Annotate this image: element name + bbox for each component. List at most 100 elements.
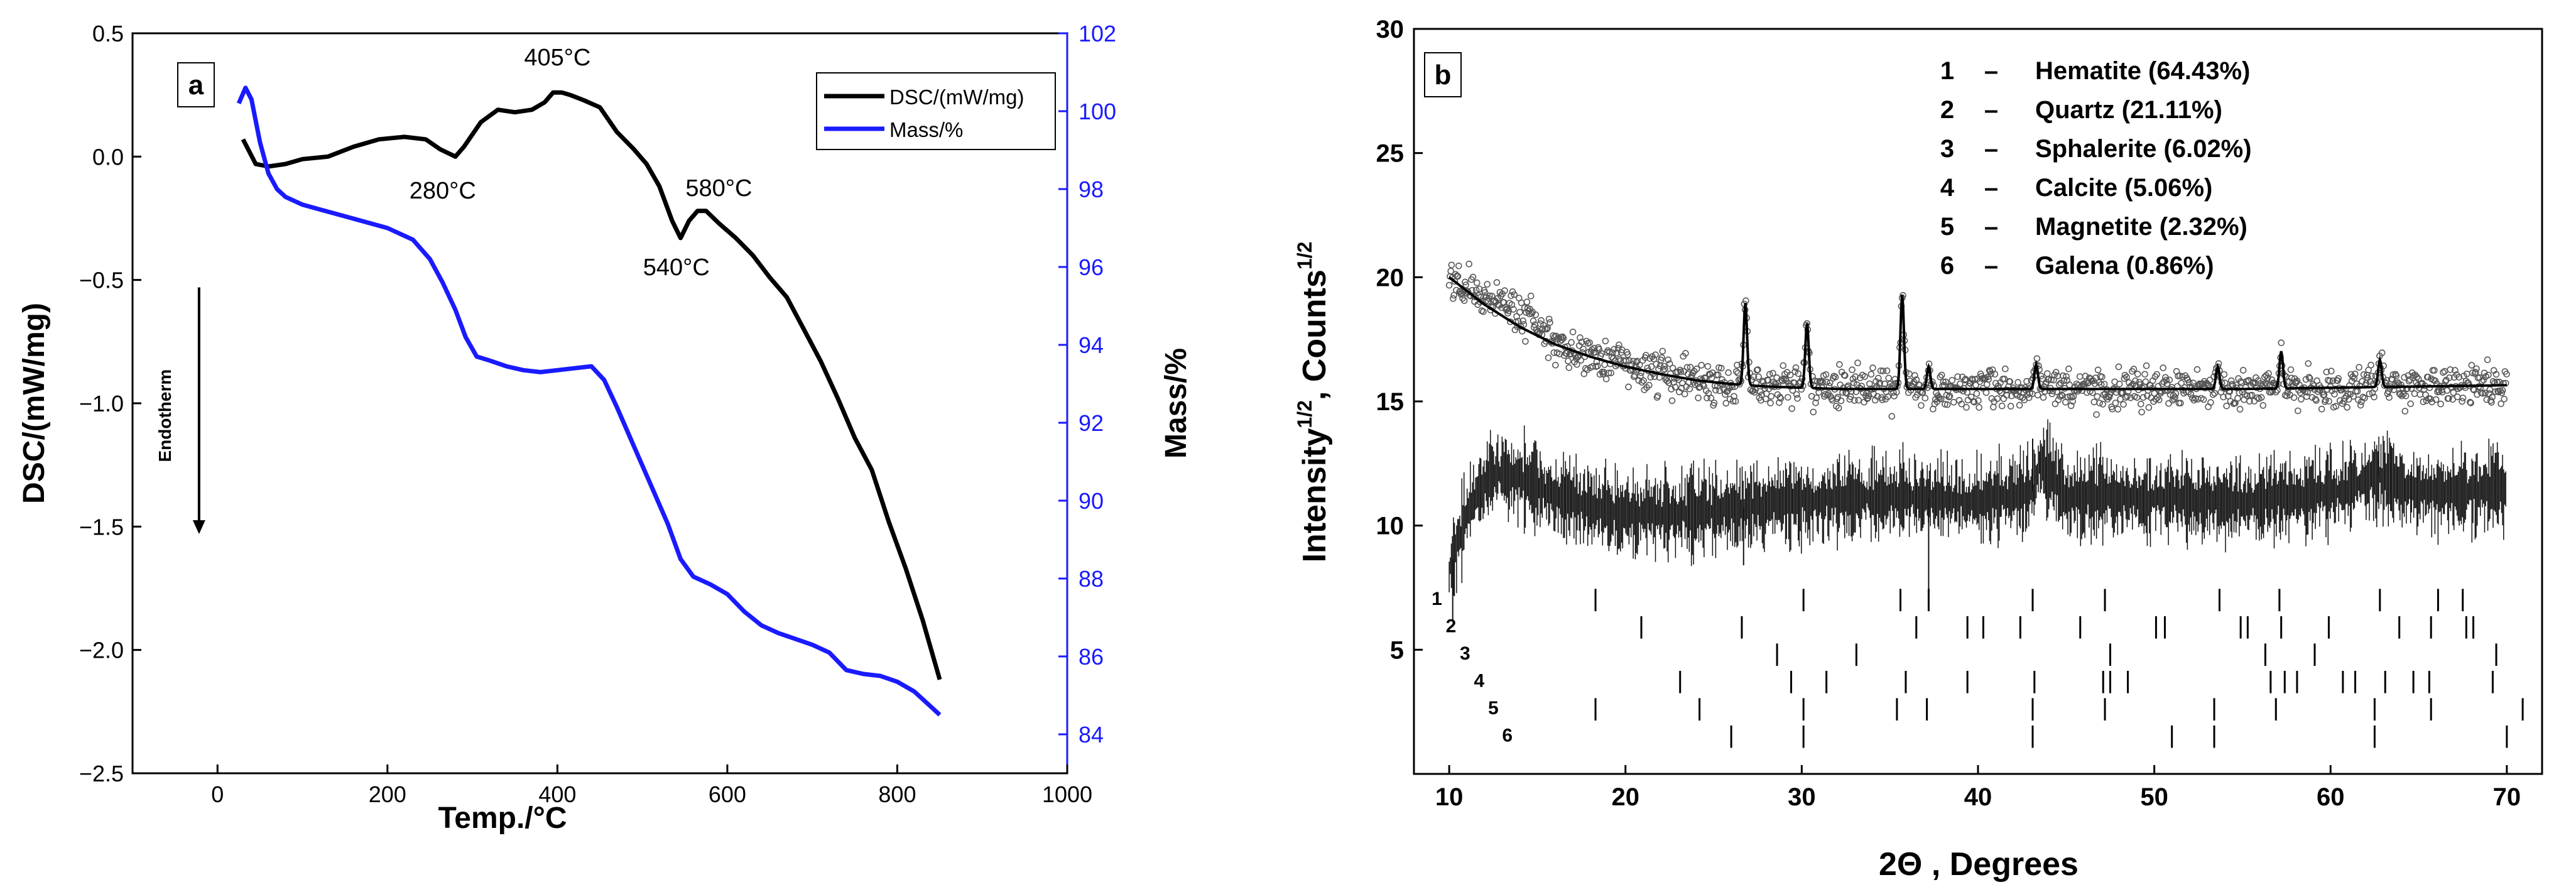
xrd-observed-point — [1742, 297, 1749, 305]
xrd-observed-point — [2389, 376, 2396, 383]
xrd-observed-point — [1810, 408, 1817, 416]
xrd-observed-point — [2014, 379, 2021, 386]
xrd-observed-point — [2329, 377, 2337, 384]
xrd-observed-point — [2033, 355, 2041, 362]
xrd-observed-point — [2187, 391, 2195, 398]
xrd-observed-point — [1504, 305, 1511, 313]
xrd-observed-point — [1907, 386, 1915, 394]
xrd-observed-point — [1589, 362, 1596, 370]
xrd-observed-point — [1671, 383, 1679, 391]
panel-a-label-box — [177, 62, 215, 107]
xrd-observed-point — [1725, 369, 1732, 376]
xrd-observed-point — [1490, 298, 1497, 305]
reflection-row-label: 6 — [1502, 726, 1513, 746]
xrd-observed-point — [2171, 393, 2178, 401]
xrd-observed-point — [1715, 364, 1722, 371]
dsc-x-tick-label: 0 — [211, 781, 224, 807]
xrd-observed-point — [2459, 398, 2465, 405]
xrd-observed-point — [2209, 391, 2217, 398]
xrd-observed-point — [2389, 371, 2397, 378]
xrd-observed-point — [1768, 393, 1775, 400]
xrd-y-tick-label: 25 — [1376, 140, 1405, 168]
xrd-observed-point — [2141, 371, 2148, 378]
xrd-observed-point — [2200, 396, 2207, 403]
xrd-observed-point — [1530, 317, 1537, 325]
xrd-observed-point — [2371, 393, 2378, 401]
phase-legend-label: Hematite (64.43%) — [2035, 57, 2250, 85]
reflection-row-label: 1 — [1432, 589, 1442, 609]
xrd-observed-point — [1650, 356, 1658, 362]
xrd-observed-point — [1755, 373, 1762, 381]
xrd-observed-point — [1601, 361, 1608, 368]
xrd-observed-point — [2127, 394, 2134, 401]
xrd-observed-point — [2367, 361, 2374, 369]
xrd-observed-point — [1546, 319, 1553, 326]
peak-temperature-label: 540°C — [643, 254, 710, 281]
xrd-observed-point — [1448, 261, 1455, 269]
xrd-observed-point — [2393, 382, 2401, 389]
legend-label-mass: Mass/% — [889, 118, 963, 141]
xrd-observed-point — [2447, 366, 2454, 373]
xrd-observed-point — [2153, 396, 2160, 403]
mass-y-tick-label: 88 — [1079, 566, 1104, 592]
xrd-observed-point — [1943, 401, 1951, 408]
xrd-observed-point — [2065, 365, 2072, 373]
xrd-observed-point — [1462, 278, 1469, 286]
xrd-observed-point — [2499, 387, 2506, 394]
xrd-observed-point — [2223, 402, 2230, 410]
reflection-row-label: 3 — [1460, 643, 1470, 664]
phase-legend-label: Quartz (21.11%) — [2035, 96, 2222, 124]
xrd-observed-point — [2159, 380, 2166, 388]
phase-legend-dash: – — [1984, 174, 1998, 202]
xrd-observed-point — [2332, 403, 2340, 410]
xrd-observed-point — [1964, 396, 1972, 404]
xrd-observed-point — [1940, 378, 1947, 386]
xrd-observed-point — [1786, 371, 1794, 379]
xrd-observed-point — [2407, 400, 2414, 408]
xrd-observed-point — [2283, 392, 2290, 400]
xrd-observed-point — [1590, 344, 1598, 352]
xrd-observed-point — [1877, 367, 1884, 374]
xrd-observed-point — [1754, 366, 1761, 373]
xrd-observed-point — [2099, 401, 2106, 408]
xrd-observed-point — [1508, 292, 1514, 300]
xrd-observed-point — [1963, 404, 1970, 411]
xrd-observed-point — [2295, 407, 2302, 415]
xrd-x-tick-label: 70 — [2493, 783, 2521, 811]
xrd-observed-point — [2081, 380, 2088, 388]
xrd-observed-point — [1681, 390, 1688, 398]
dsc-y-axis-title: DSC/(mW/mg) — [18, 303, 51, 504]
xrd-observed-point — [1622, 357, 1629, 364]
xrd-observed-point — [2249, 380, 2256, 387]
xrd-observed-point — [1970, 398, 1978, 406]
xrd-observed-point — [1580, 345, 1587, 352]
dsc-tg-traces — [236, 85, 942, 717]
phase-legend-label: Magnetite (2.32%) — [2035, 213, 2247, 241]
xrd-observed-point — [2117, 396, 2124, 403]
mass-y-tick-label: 100 — [1079, 99, 1116, 124]
xrd-x-tick-label: 30 — [1788, 783, 1816, 811]
xrd-observed-point — [2495, 388, 2503, 396]
xrd-observed-point — [2007, 403, 2014, 410]
xrd-observed-point — [1973, 390, 1981, 397]
xrd-observed-point — [2401, 374, 2408, 381]
xrd-observed-point — [1879, 367, 1887, 374]
xrd-observed-point — [2220, 393, 2227, 401]
xrd-observed-point — [2076, 373, 2084, 380]
xrd-observed-point — [2241, 396, 2247, 403]
mass-y-tick-label: 98 — [1079, 177, 1104, 202]
xrd-observed-point — [1693, 365, 1700, 373]
xrd-observed-point — [1654, 392, 1661, 400]
dsc-annotations: 405°C 280°C 580°C 540°C Endotherm — [155, 45, 753, 462]
xrd-y-tick-label: 10 — [1376, 513, 1405, 540]
xrd-observed-point — [2481, 369, 2488, 377]
xrd-observed-point — [1560, 335, 1567, 342]
xrd-observed-point — [1879, 396, 1886, 403]
xrd-observed-point — [2482, 389, 2489, 396]
xrd-observed-point — [1652, 351, 1659, 359]
xrd-observed-point — [2473, 365, 2480, 373]
xrd-observed-point — [2350, 374, 2358, 382]
xrd-observed-point — [1600, 369, 1607, 376]
xrd-observed-point — [1921, 394, 1929, 402]
xrd-observed-point — [2479, 389, 2486, 397]
